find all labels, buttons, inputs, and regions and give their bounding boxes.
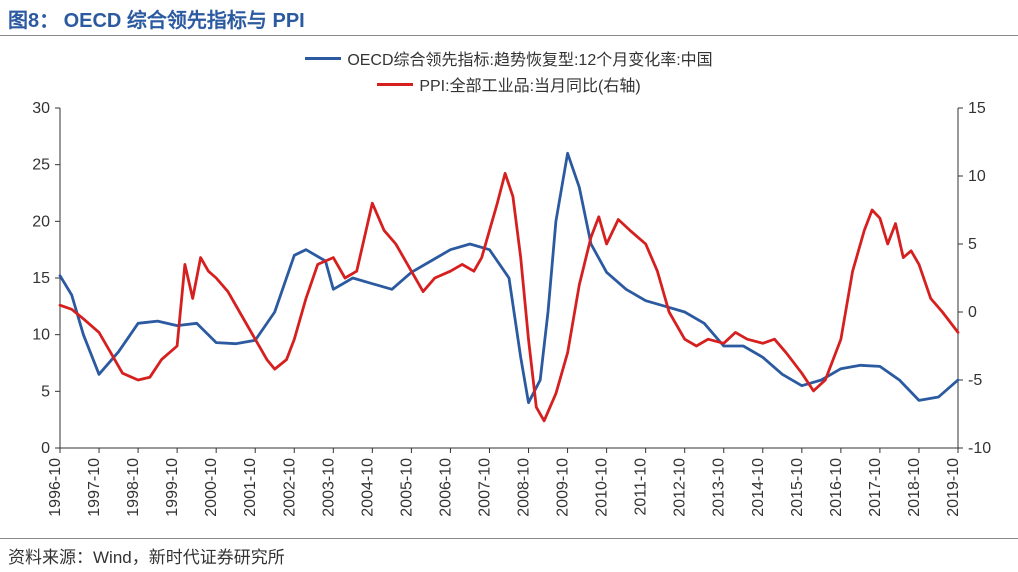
svg-text:0: 0 (968, 304, 977, 321)
svg-text:1997-10: 1997-10 (86, 458, 103, 517)
svg-text:-10: -10 (968, 440, 991, 457)
svg-text:25: 25 (32, 157, 50, 174)
svg-text:2004-10: 2004-10 (359, 458, 376, 517)
figure-title: OECD 综合领先指标与 PPI (64, 10, 305, 32)
figure-title-row: 图8： OECD 综合领先指标与 PPI (0, 0, 1018, 36)
svg-text:5: 5 (968, 236, 977, 253)
chart-svg: 0 5 10 15 20 25 30 -10 -5 0 5 10 15 1996-10 1997-10 199… (0, 98, 1018, 538)
svg-text:2015-10: 2015-10 (789, 458, 806, 517)
svg-text:15: 15 (968, 100, 986, 117)
svg-text:2009-10: 2009-10 (555, 458, 572, 517)
svg-text:2013-10: 2013-10 (711, 458, 728, 517)
svg-text:2008-10: 2008-10 (516, 458, 533, 517)
chart-area: 0 5 10 15 20 25 30 -10 -5 0 5 10 15 1996-10 1997-10 199… (0, 98, 1018, 538)
svg-text:5: 5 (41, 383, 50, 400)
legend-item-ppi: PPI:全部工业品:当月同比(右轴) (0, 72, 1018, 96)
svg-text:2019-10: 2019-10 (945, 458, 962, 517)
svg-text:2016-10: 2016-10 (828, 458, 845, 517)
legend-label-ppi: PPI:全部工业品:当月同比(右轴) (419, 72, 640, 96)
source-text: 资料来源：Wind，新时代证券研究所 (8, 548, 285, 567)
svg-text:2014-10: 2014-10 (750, 458, 767, 517)
svg-text:1996-10: 1996-10 (47, 458, 64, 517)
svg-text:15: 15 (32, 270, 50, 287)
svg-text:20: 20 (32, 213, 50, 230)
svg-text:30: 30 (32, 100, 50, 117)
legend-label-oecd: OECD综合领先指标:趋势恢复型:12个月变化率:中国 (347, 46, 712, 70)
svg-text:2003-10: 2003-10 (320, 458, 337, 517)
svg-text:1998-10: 1998-10 (125, 458, 142, 517)
svg-text:2010-10: 2010-10 (594, 458, 611, 517)
svg-text:1999-10: 1999-10 (164, 458, 181, 517)
svg-text:2001-10: 2001-10 (242, 458, 259, 517)
svg-text:10: 10 (32, 327, 50, 344)
svg-text:2011-10: 2011-10 (633, 458, 650, 516)
svg-text:2005-10: 2005-10 (398, 458, 415, 517)
legend-swatch-ppi (377, 83, 413, 86)
svg-text:2017-10: 2017-10 (867, 458, 884, 517)
svg-text:2002-10: 2002-10 (281, 458, 298, 517)
legend-swatch-oecd (305, 57, 341, 60)
svg-text:2007-10: 2007-10 (476, 458, 493, 517)
legend-item-oecd: OECD综合领先指标:趋势恢复型:12个月变化率:中国 (0, 46, 1018, 70)
svg-text:2012-10: 2012-10 (672, 458, 689, 517)
svg-text:2000-10: 2000-10 (203, 458, 220, 517)
source-row: 资料来源：Wind，新时代证券研究所 (0, 538, 1018, 572)
svg-text:-5: -5 (968, 372, 982, 389)
svg-text:0: 0 (41, 440, 50, 457)
svg-text:2006-10: 2006-10 (437, 458, 454, 517)
svg-text:10: 10 (968, 168, 986, 185)
figure-number: 图8： (8, 10, 59, 32)
legend: OECD综合领先指标:趋势恢复型:12个月变化率:中国 PPI:全部工业品:当月… (0, 36, 1018, 96)
svg-text:2018-10: 2018-10 (906, 458, 923, 517)
